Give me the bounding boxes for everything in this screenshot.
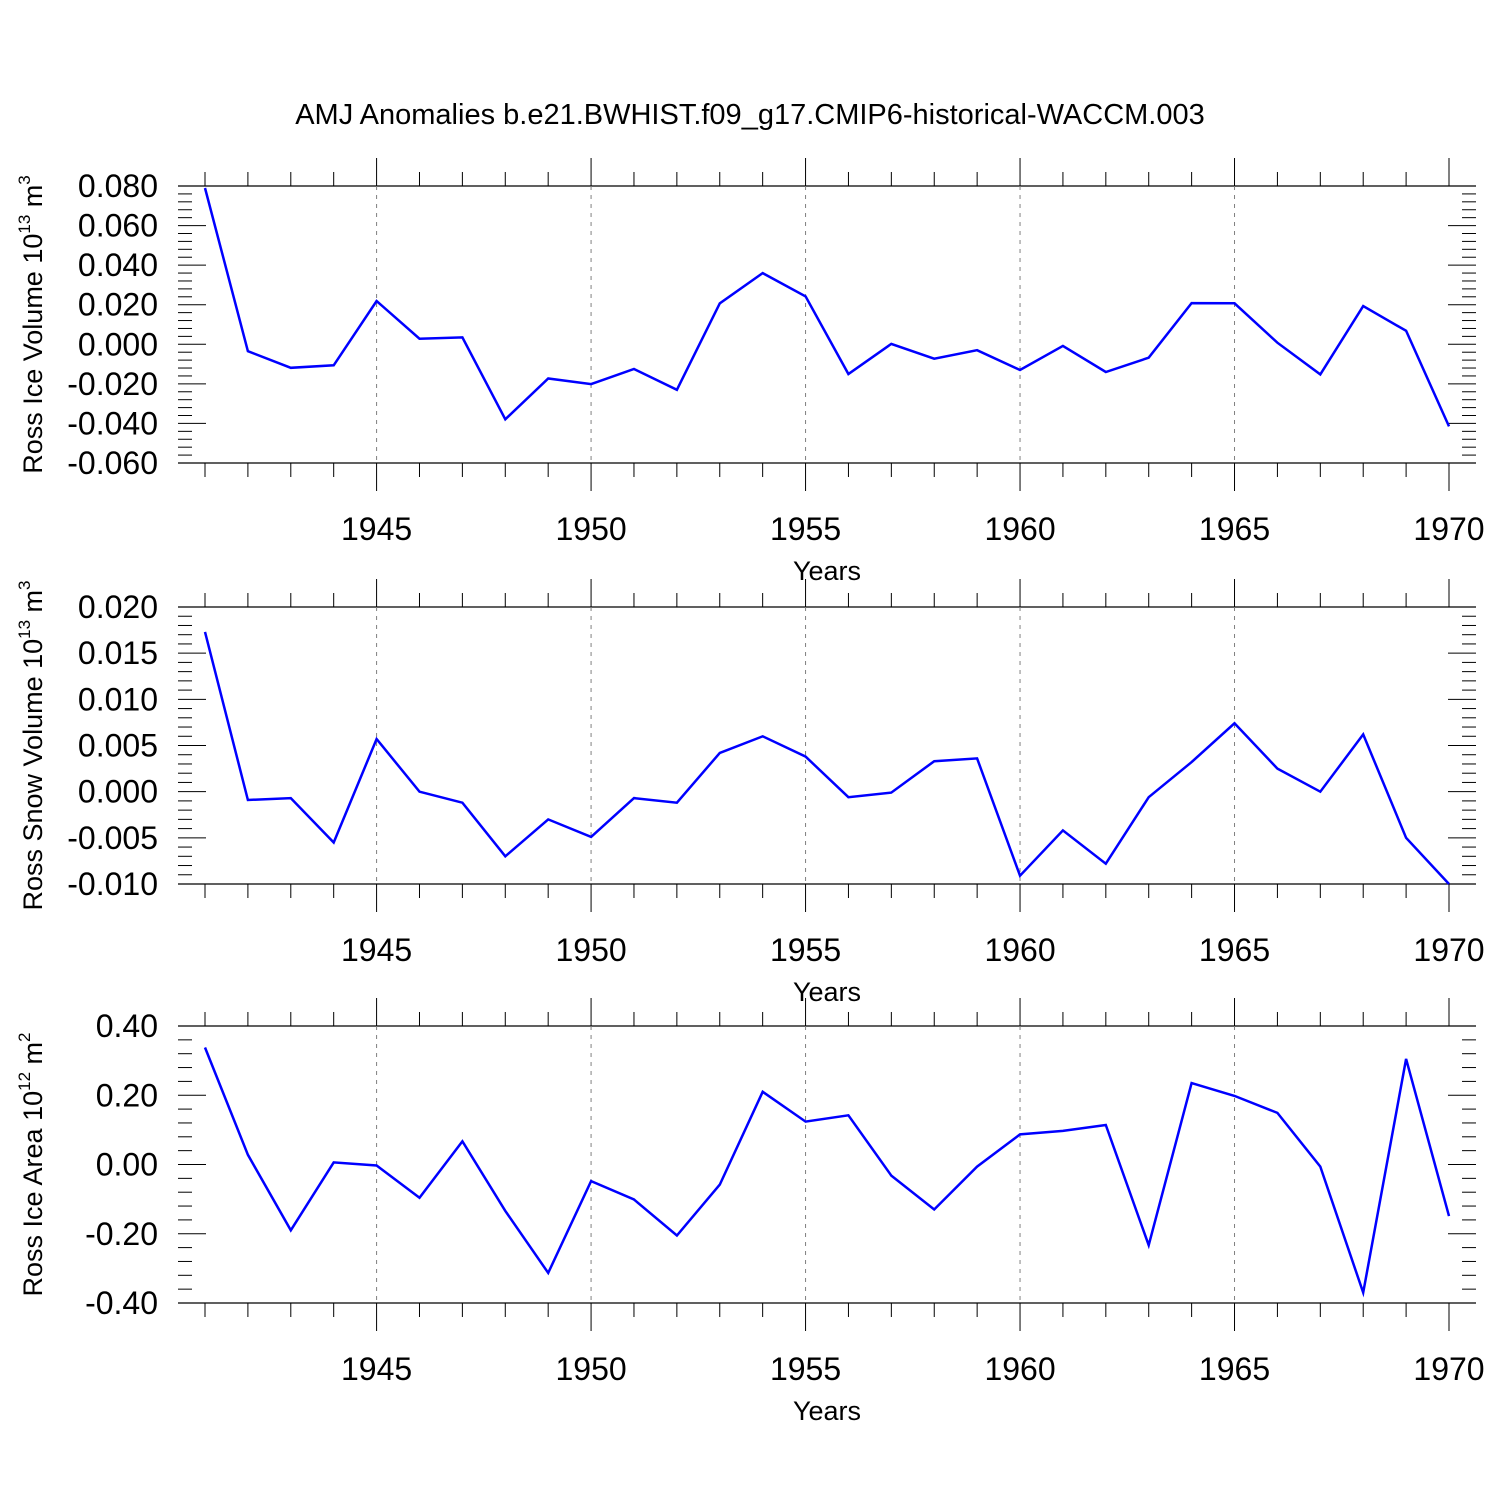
ice-volume-ytick-label: -0.020: [67, 366, 158, 402]
snow-volume-xtick-label: 1970: [1413, 932, 1484, 968]
snow-volume-ylabel-part: Ross Snow Volume 10: [18, 639, 48, 911]
ice-area-yaxis-label: Ross Ice Area 1012 m2: [15, 1032, 48, 1296]
ice-volume-ylabel-superscript: 13: [15, 215, 34, 234]
ice-area-ytick-label: -0.20: [85, 1216, 158, 1252]
snow-volume-ylabel-superscript: 13: [15, 620, 34, 639]
ice-area-series-line: [203, 1047, 1451, 1298]
ice-volume-yaxis-label: Ross Ice Volume 1013 m3: [15, 175, 48, 474]
ice-volume-ytick-label: 0.040: [78, 247, 158, 283]
ice-area-ylabel-superscript: 12: [15, 1072, 34, 1091]
snow-volume-ytick-label: -0.005: [67, 820, 158, 856]
snow-volume-xtick-label: 1950: [555, 932, 626, 968]
ice-area-ylabel-part: m: [18, 1042, 48, 1072]
ice-volume-xtick-label: 1950: [555, 511, 626, 547]
ice-volume-ytick-label: 0.020: [78, 287, 158, 323]
ice-area-xaxis-label: Years: [793, 1396, 861, 1426]
ice-area-ylabel-superscript: 2: [15, 1032, 34, 1041]
ice-volume-xaxis-label: Years: [793, 556, 861, 586]
ice-area-xtick-label: 1970: [1413, 1351, 1484, 1387]
snow-volume-ytick-label: 0.020: [78, 589, 158, 625]
snow-volume-ytick-label: 0.000: [78, 774, 158, 810]
snow-volume-xtick-label: 1960: [984, 932, 1055, 968]
ice-area-ytick-label: 0.40: [96, 1008, 158, 1044]
ice-area-ytick-label: 0.00: [96, 1147, 158, 1183]
snow-volume-ytick-label: 0.010: [78, 681, 158, 717]
snow-volume-xtick-label: 1965: [1199, 932, 1270, 968]
ice-volume-ytick-label: -0.040: [67, 405, 158, 441]
ice-volume-ytick-label: 0.060: [78, 208, 158, 244]
snow-volume-ytick-label: 0.015: [78, 635, 158, 671]
ice-area-xtick-label: 1950: [555, 1351, 626, 1387]
ice-volume-xtick-label: 1955: [770, 511, 841, 547]
ice-volume-panel: 1945 1950 1955 1960 1965 1970Years0.0800.0600…: [15, 158, 1485, 586]
snow-volume-ytick-label: -0.010: [67, 866, 158, 902]
ice-volume-xtick-label: 1965: [1199, 511, 1270, 547]
ice-volume-ytick-label: -0.060: [67, 445, 158, 481]
panels: 1945 1950 1955 1960 1965 1970Years0.0800.0600…: [15, 158, 1485, 1426]
snow-volume-xtick-label: 1945: [341, 932, 412, 968]
ice-area-xtick-label: 1965: [1199, 1351, 1270, 1387]
ice-volume-ylabel-part: m: [18, 185, 48, 215]
ice-volume-series-line: [203, 187, 1451, 427]
ice-area-panel: 1945 1950 1955 1960 1965 1970 Years 0.40 0.20 0.0…: [15, 998, 1485, 1426]
snow-volume-ylabel-part: m: [18, 590, 48, 620]
snow-volume-ytick-label: 0.005: [78, 728, 158, 764]
snow-volume-series-line: [203, 631, 1450, 885]
figure-title: AMJ Anomalies b.e21.BWHIST.f09_g17.CMIP6…: [295, 99, 1205, 131]
ice-area-ytick-label: -0.40: [85, 1285, 158, 1321]
ice-volume-ylabel-superscript: 3: [15, 175, 34, 184]
snow-volume-xaxis-label: Years: [793, 977, 861, 1007]
ice-volume-xtick-label: 1945: [341, 511, 412, 547]
snow-volume-panel: 1945 1950 1955 1960 1965 1970 Years 0.020 0.015 0…: [15, 579, 1485, 1007]
ice-volume-ylabel-part: Ross Ice Volume 10: [18, 234, 48, 474]
snow-volume-ylabel-superscript: 3: [15, 580, 34, 589]
ice-area-ylabel-part: Ross Ice Area 10: [18, 1091, 48, 1297]
ice-volume-xtick-label: 1960: [984, 511, 1055, 547]
ice-volume-ytick-label: 0.080: [78, 168, 158, 204]
snow-volume-yaxis-label: Ross Snow Volume 1013 m3: [15, 580, 48, 910]
ice-area-ytick-label: 0.20: [96, 1077, 158, 1113]
ice-area-xtick-label: 1945: [341, 1351, 412, 1387]
snow-volume-xtick-label: 1955: [770, 932, 841, 968]
ice-volume-xtick-label: 1970: [1413, 511, 1484, 547]
ice-area-xtick-label: 1955: [770, 1351, 841, 1387]
ice-volume-ytick-label: 0.000: [78, 326, 158, 362]
ice-area-xtick-label: 1960: [984, 1351, 1055, 1387]
